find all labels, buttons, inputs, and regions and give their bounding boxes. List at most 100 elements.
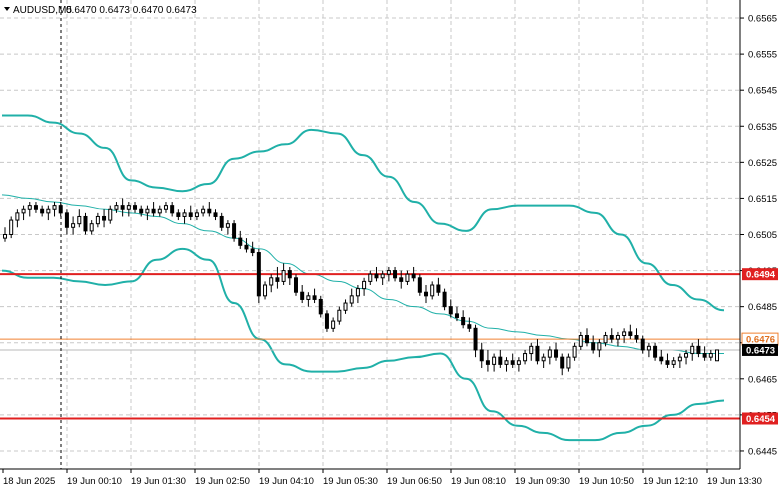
candle — [498, 349, 503, 368]
candle-body — [485, 360, 490, 365]
candle — [182, 209, 187, 224]
candle-body — [572, 345, 577, 358]
y-tick-label: 0.6535 — [748, 122, 777, 133]
candle-body — [207, 208, 212, 214]
candle — [281, 263, 286, 286]
candle-body — [263, 284, 268, 297]
candle — [194, 209, 199, 221]
candle — [436, 277, 441, 296]
candle-body — [640, 338, 645, 351]
y-tick-label: 0.6465 — [748, 374, 777, 385]
candle-body — [40, 208, 45, 214]
x-tick-label: 19 Jun 13:30 — [707, 476, 762, 487]
candle — [653, 342, 658, 361]
candle — [157, 205, 162, 217]
candle-body — [77, 215, 82, 225]
candle-body — [547, 349, 552, 358]
candle-body — [442, 291, 447, 308]
candle-body — [454, 313, 459, 318]
candle — [293, 274, 298, 296]
candle — [349, 288, 354, 307]
candle-body — [145, 208, 150, 214]
candle — [163, 202, 168, 213]
candle-body — [603, 335, 608, 344]
candle-body — [306, 295, 311, 300]
candle — [411, 266, 416, 282]
candle — [108, 205, 113, 224]
candle — [337, 306, 342, 325]
candle-body — [578, 335, 583, 347]
candle-body — [170, 205, 175, 214]
candle — [628, 324, 633, 340]
candle — [213, 209, 218, 221]
y-tick-label: 0.6445 — [748, 446, 777, 457]
candle — [52, 202, 57, 217]
candle-body — [275, 277, 280, 282]
candle-body — [535, 345, 540, 362]
candle-body — [708, 353, 713, 358]
candle-body — [219, 215, 224, 228]
candle-body — [492, 356, 497, 365]
candle — [442, 288, 447, 311]
candle-body — [622, 331, 627, 337]
candle-body — [380, 273, 385, 279]
dropdown-arrow-icon[interactable] — [4, 7, 10, 11]
candle-body — [411, 273, 416, 279]
candle-body — [133, 205, 138, 210]
candle — [207, 202, 212, 217]
candle — [454, 306, 459, 322]
candle-body — [436, 284, 441, 293]
candle-body — [584, 335, 589, 344]
x-tick-label: 19 Jun 09:30 — [515, 476, 570, 487]
candle — [547, 346, 552, 365]
candle — [3, 227, 7, 242]
candle-body — [646, 345, 651, 351]
candle — [219, 212, 224, 231]
candle-body — [238, 237, 243, 246]
candle-body — [83, 215, 88, 232]
candle-body — [281, 270, 286, 282]
x-tick-label: 19 Jun 12:10 — [643, 476, 698, 487]
candle-body — [182, 212, 187, 217]
candle — [665, 353, 670, 368]
candle — [46, 205, 51, 221]
candle-body — [628, 331, 633, 337]
candle — [368, 270, 373, 286]
candle — [355, 285, 360, 304]
candle — [622, 328, 627, 343]
candle — [40, 205, 45, 217]
price-tag-label: 0.6494 — [746, 270, 776, 281]
candle — [554, 342, 559, 361]
candle — [578, 331, 583, 350]
candle-body — [324, 313, 329, 329]
candle — [33, 202, 38, 213]
candle — [448, 299, 453, 318]
candle-body — [52, 205, 57, 210]
candle-body — [293, 277, 298, 293]
candle-body — [461, 316, 466, 326]
candle-body — [151, 208, 156, 214]
candle — [659, 349, 664, 365]
candle — [591, 335, 596, 354]
candle — [715, 349, 719, 362]
candle-body — [318, 298, 323, 315]
candle — [343, 299, 348, 314]
candle-body — [591, 342, 596, 351]
candle — [523, 349, 528, 365]
candle — [702, 346, 707, 361]
candle-body — [108, 208, 113, 221]
candle — [634, 328, 639, 343]
candle — [671, 357, 676, 368]
candle-body — [337, 309, 342, 322]
candle — [386, 266, 391, 282]
candle-body — [269, 277, 274, 286]
candle-body — [374, 273, 379, 279]
candle — [430, 281, 435, 300]
x-tick-label: 19 Jun 06:50 — [387, 476, 442, 487]
x-tick-label: 18 Jun 2025 — [3, 476, 55, 487]
candle — [114, 202, 119, 213]
candle-body — [343, 302, 348, 311]
candle — [21, 205, 26, 221]
